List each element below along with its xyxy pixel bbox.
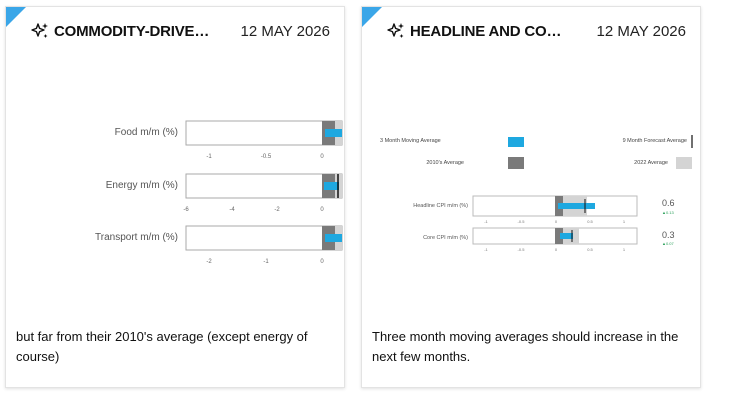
tick-label: -2 <box>274 207 280 213</box>
cpi-bullet-chart: 3 Month Moving Average 9 Month Forecast … <box>380 135 693 252</box>
bar-3m-moving-average <box>558 203 595 209</box>
bar-3m-moving-average <box>324 182 339 190</box>
row-value: 0.3 <box>662 230 675 240</box>
card-date: 12 MAY 2026 <box>596 22 686 40</box>
bar-3m-moving-average <box>325 129 342 137</box>
tick-label: 0 <box>320 207 324 213</box>
row-change: ▲0.13 <box>662 210 675 215</box>
tick-label: -0.5 <box>518 219 526 224</box>
row-label: Energy m/m (%) <box>106 180 178 191</box>
bullet-row-transport: Transport m/m (%) -2 -1 0 <box>95 225 343 265</box>
bar-frame <box>185 225 343 251</box>
tick-label: -1 <box>263 259 269 265</box>
bar-frame <box>185 173 343 199</box>
tick-label: -6 <box>183 207 189 213</box>
row-label: Headline CPI m/m (%) <box>413 203 468 209</box>
row-label: Transport m/m (%) <box>95 232 178 243</box>
card-date: 12 MAY 2026 <box>240 22 330 40</box>
tick-label: 0 <box>555 219 558 224</box>
tick-label: 0.5 <box>587 247 593 252</box>
card-caption: Three month moving averages should incre… <box>372 329 679 364</box>
tick-label: 0 <box>320 259 324 265</box>
card-corner-marker <box>362 7 382 27</box>
tick-label: -1 <box>484 247 488 252</box>
card-title[interactable]: COMMODITY-DRIVEN… <box>54 22 216 40</box>
row-label: Food m/m (%) <box>115 127 178 138</box>
bullet-row-food: Food m/m (%) -1 -0.5 0 <box>115 120 343 160</box>
legend-swatch-2010s <box>508 157 524 169</box>
sparkle-icon[interactable] <box>386 21 406 41</box>
card-commodity-driven[interactable]: COMMODITY-DRIVEN… 12 MAY 2026 Food m/m (… <box>5 6 345 388</box>
card-headline-and-core[interactable]: HEADLINE AND CORE… 12 MAY 2026 3 Month M… <box>361 6 701 388</box>
tick-label: 0 <box>555 247 558 252</box>
bullet-row-headline-cpi: Headline CPI m/m (%) -1 -0.5 0 0.5 1 0.6… <box>413 195 675 224</box>
tick-label: 0.5 <box>587 219 593 224</box>
row-value: 0.6 <box>662 198 675 208</box>
bar-3m-moving-average <box>560 233 573 239</box>
card-caption: but far from their 2010's average (excep… <box>16 329 308 364</box>
legend-swatch-2022 <box>676 157 692 169</box>
tick-label: -1 <box>484 219 488 224</box>
bullet-row-energy: Energy m/m (%) -6 -4 -2 0 <box>106 173 343 213</box>
tick-label: 1 <box>623 247 626 252</box>
tick-label: -4 <box>229 207 235 213</box>
legend-label-3m: 3 Month Moving Average <box>380 138 441 144</box>
row-change: ▲0.07 <box>662 241 675 246</box>
card-header: COMMODITY-DRIVEN… 12 MAY 2026 <box>30 20 330 42</box>
commodity-bullet-chart: Food m/m (%) -1 -0.5 0 Energy m/m (%) -6… <box>95 120 343 265</box>
tick-label: -2 <box>206 259 212 265</box>
legend-label-2010s: 2010's Average <box>426 160 464 166</box>
sparkle-icon[interactable] <box>30 21 50 41</box>
legend-label-2022: 2022 Average <box>634 160 668 166</box>
row-label: Core CPI m/m (%) <box>423 235 468 241</box>
bullet-row-core-cpi: Core CPI m/m (%) -1 -0.5 0 0.5 1 0.3 ▲0.… <box>423 227 675 252</box>
tick-label: -0.5 <box>518 247 526 252</box>
tick-label: 1 <box>623 219 626 224</box>
card-title[interactable]: HEADLINE AND CORE… <box>410 22 572 40</box>
legend-label-9m-forecast: 9 Month Forecast Average <box>623 138 687 144</box>
chart-legend: 3 Month Moving Average 9 Month Forecast … <box>380 135 693 169</box>
tick-label: -0.5 <box>261 154 272 160</box>
card-corner-marker <box>6 7 26 27</box>
bar-2010s-average <box>555 228 563 244</box>
bar-frame <box>185 120 343 146</box>
tick-label: -1 <box>206 154 212 160</box>
card-header: HEADLINE AND CORE… 12 MAY 2026 <box>386 20 686 42</box>
bar-3m-moving-average <box>325 234 342 242</box>
tick-label: 0 <box>320 154 324 160</box>
legend-swatch-3m <box>508 137 524 147</box>
